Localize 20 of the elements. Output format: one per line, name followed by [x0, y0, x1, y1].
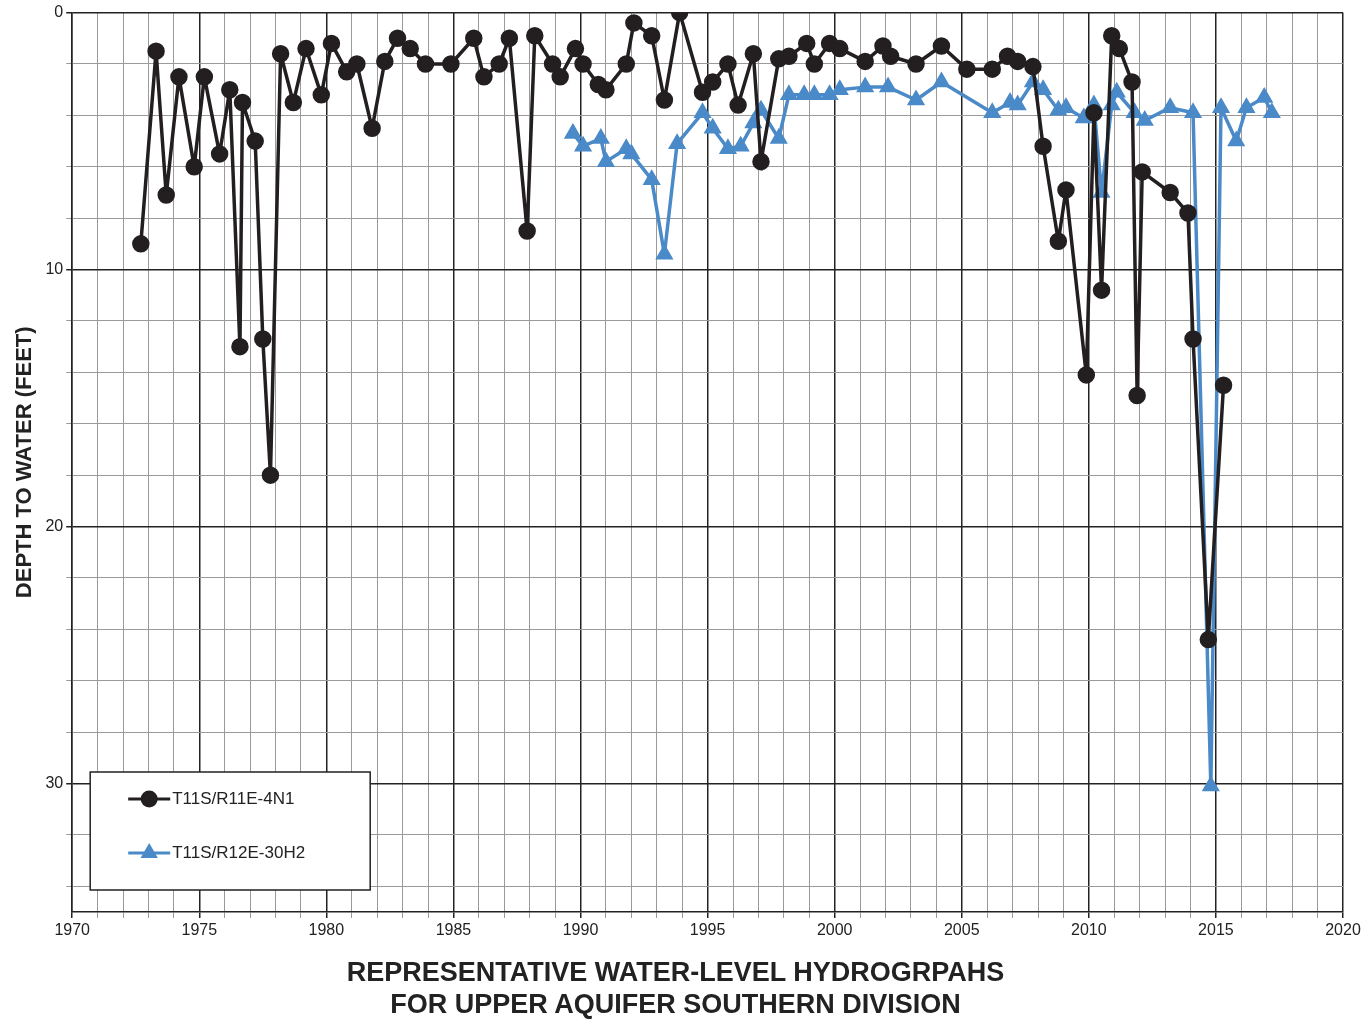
x-tick-label: 2005: [943, 921, 980, 939]
x-tick-label: 2020: [1325, 921, 1361, 939]
text: REPRESENTATIVE WATER-LEVEL HYDROGRPAHS: [346, 956, 1005, 987]
legend-label: T11S/R12E-30H2: [172, 842, 306, 862]
x-tick-label: 1975: [181, 921, 218, 939]
x-tick-label: 2015: [1198, 921, 1234, 939]
text: FOR UPPER AQUIFER SOUTHERN DIVISION: [390, 989, 961, 1020]
x-tick-label: 1970: [54, 921, 91, 939]
y-axis-title: DEPTH TO WATER (FEET): [11, 326, 37, 599]
x-tick-label: 1985: [435, 921, 472, 939]
x-tick-label: 1995: [689, 921, 726, 939]
x-tick-label: 2000: [816, 921, 853, 939]
y-tick-label: 10: [45, 259, 64, 277]
y-tick-label: 0: [54, 3, 64, 21]
y-tick-label: 20: [45, 516, 64, 534]
y-tick-label: 30: [45, 773, 64, 791]
x-tick-label: 1980: [308, 921, 345, 939]
x-tick-label: 1990: [562, 921, 599, 939]
x-tick-label: 2010: [1071, 921, 1107, 939]
legend-label: T11S/R11E-4N1: [172, 788, 295, 808]
